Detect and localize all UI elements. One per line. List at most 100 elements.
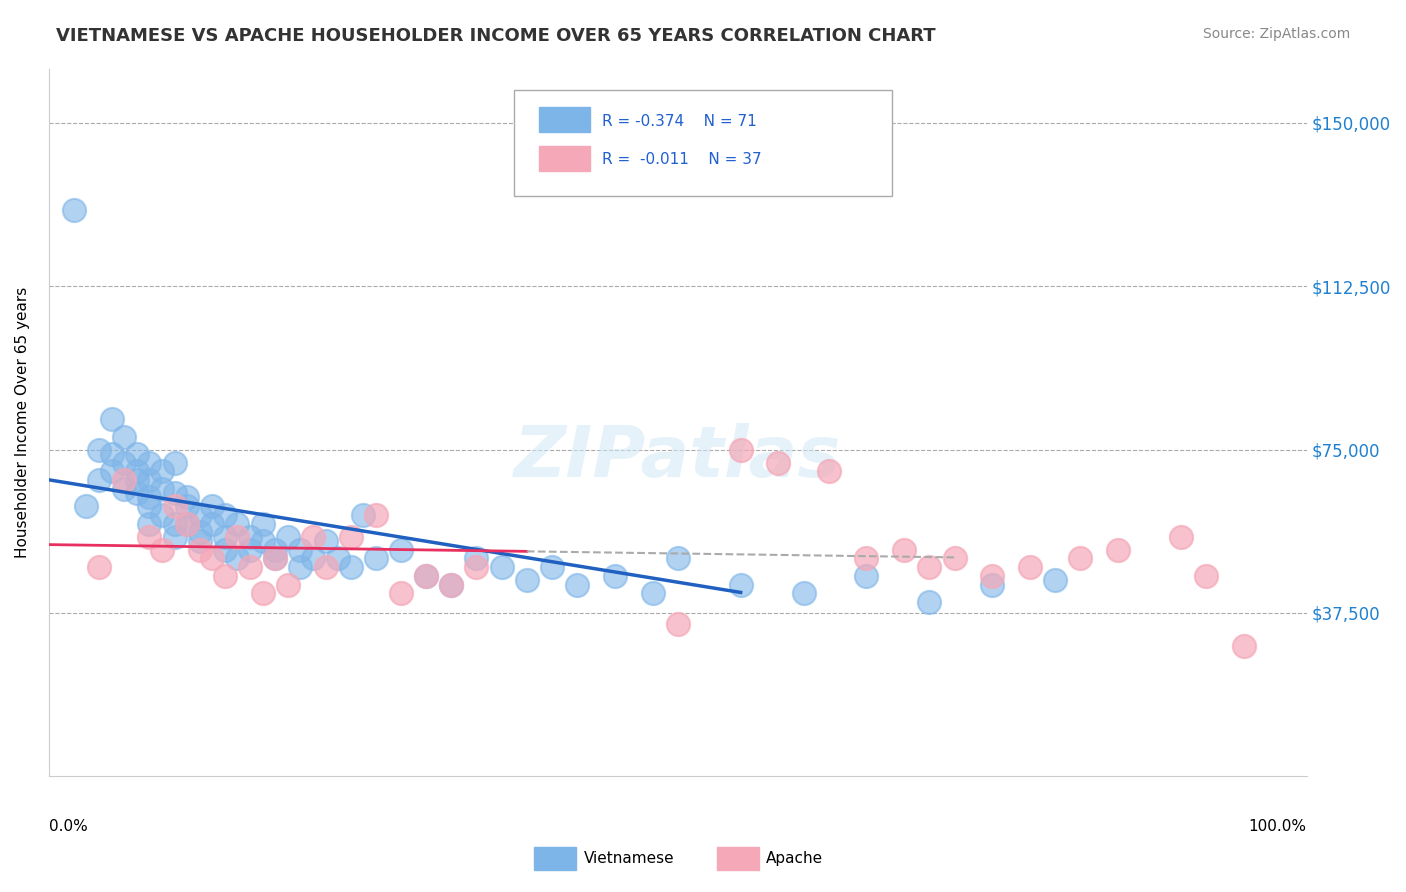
Point [125, 486, 148, 500]
Text: ZIPatlas: ZIPatlas [515, 423, 841, 492]
Point [339, 560, 361, 574]
Point [302, 530, 325, 544]
Point [201, 499, 224, 513]
Point [415, 569, 437, 583]
Point [214, 508, 236, 522]
Point [315, 534, 337, 549]
Point [389, 586, 412, 600]
Point [855, 551, 877, 566]
Point [188, 508, 211, 522]
Point [201, 551, 224, 566]
Point [1170, 530, 1192, 544]
Point [239, 542, 262, 557]
Point [415, 569, 437, 583]
Point [87, 473, 110, 487]
Point [793, 586, 815, 600]
Point [176, 516, 198, 531]
Point [302, 551, 325, 566]
Point [214, 569, 236, 583]
Point [87, 560, 110, 574]
Point [239, 560, 262, 574]
Text: Apache: Apache [766, 852, 824, 866]
Point [163, 516, 186, 531]
Point [138, 491, 160, 505]
Point [138, 516, 160, 531]
Point [226, 530, 249, 544]
Point [214, 530, 236, 544]
Point [666, 551, 689, 566]
Point [981, 577, 1004, 591]
Point [326, 551, 349, 566]
FancyBboxPatch shape [515, 90, 891, 196]
Text: Source: ZipAtlas.com: Source: ZipAtlas.com [1202, 27, 1350, 41]
Point [125, 447, 148, 461]
Point [176, 516, 198, 531]
Point [112, 456, 135, 470]
Point [138, 456, 160, 470]
Point [290, 542, 312, 557]
Point [163, 456, 186, 470]
Point [981, 569, 1004, 583]
Point [176, 491, 198, 505]
Point [100, 412, 122, 426]
Point [150, 482, 173, 496]
Point [264, 551, 287, 566]
Point [252, 534, 274, 549]
Point [188, 534, 211, 549]
Point [252, 586, 274, 600]
Point [1195, 569, 1218, 583]
Text: R =  -0.011    N = 37: R = -0.011 N = 37 [602, 152, 762, 167]
Text: 100.0%: 100.0% [1249, 819, 1306, 834]
Point [138, 530, 160, 544]
Point [239, 530, 262, 544]
Point [541, 560, 564, 574]
Point [730, 442, 752, 457]
Text: Vietnamese: Vietnamese [583, 852, 673, 866]
Point [768, 456, 790, 470]
Point [1019, 560, 1042, 574]
Text: 0.0%: 0.0% [49, 819, 87, 834]
Point [1233, 639, 1256, 653]
Point [138, 473, 160, 487]
Point [918, 560, 941, 574]
Point [440, 577, 463, 591]
Point [641, 586, 664, 600]
Point [290, 560, 312, 574]
Point [1043, 573, 1066, 587]
Text: VIETNAMESE VS APACHE HOUSEHOLDER INCOME OVER 65 YEARS CORRELATION CHART: VIETNAMESE VS APACHE HOUSEHOLDER INCOME … [56, 27, 936, 45]
Point [918, 595, 941, 609]
Point [491, 560, 513, 574]
Point [252, 516, 274, 531]
Point [125, 473, 148, 487]
Point [264, 551, 287, 566]
Point [730, 577, 752, 591]
Point [100, 447, 122, 461]
Point [87, 442, 110, 457]
Point [440, 577, 463, 591]
Point [352, 508, 374, 522]
Point [214, 542, 236, 557]
Point [817, 464, 839, 478]
Point [112, 473, 135, 487]
Point [943, 551, 966, 566]
Point [112, 429, 135, 443]
Bar [540, 107, 589, 132]
Point [63, 202, 86, 217]
Point [100, 464, 122, 478]
Bar [540, 146, 589, 171]
Point [188, 525, 211, 540]
Point [364, 551, 387, 566]
Point [163, 530, 186, 544]
Point [603, 569, 626, 583]
Text: R = -0.374    N = 71: R = -0.374 N = 71 [602, 114, 756, 129]
Point [364, 508, 387, 522]
Point [339, 530, 361, 544]
Point [516, 573, 538, 587]
Point [315, 560, 337, 574]
Point [163, 499, 186, 513]
Point [226, 516, 249, 531]
Point [138, 499, 160, 513]
Point [1107, 542, 1129, 557]
Point [565, 577, 588, 591]
Point [226, 551, 249, 566]
